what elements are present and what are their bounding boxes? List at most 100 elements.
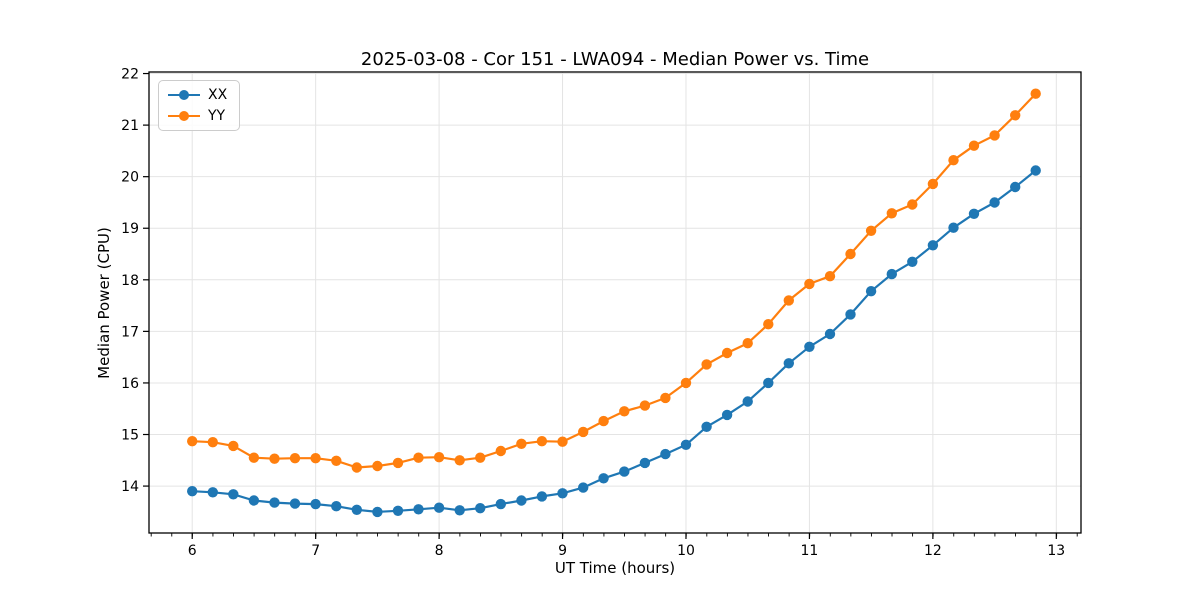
- data-point-yy: [475, 452, 486, 463]
- data-point-yy: [783, 295, 794, 306]
- x-tick-label: 13: [1047, 543, 1065, 559]
- data-point-xx: [763, 377, 774, 389]
- data-point-yy: [968, 140, 980, 151]
- data-point-xx: [783, 358, 794, 369]
- data-point-yy: [207, 437, 218, 448]
- yy-line-marker-swatch: [168, 110, 200, 122]
- chart-title: 2025-03-08 - Cor 151 - LWA094 - Median P…: [360, 49, 870, 70]
- data-point-yy: [763, 319, 774, 330]
- data-point-yy: [927, 178, 939, 190]
- data-point-xx: [845, 309, 856, 320]
- data-point-xx: [1030, 165, 1041, 176]
- x-tick-label: 7: [311, 543, 320, 559]
- data-point-xx: [433, 502, 445, 513]
- data-point-yy: [433, 452, 445, 463]
- data-point-yy: [495, 445, 506, 457]
- data-point-yy: [351, 462, 362, 473]
- data-point-xx: [331, 501, 342, 512]
- data-point-xx: [248, 495, 260, 506]
- data-point-xx: [578, 482, 589, 493]
- data-point-xx: [351, 504, 362, 515]
- x-tick-label: 11: [801, 543, 819, 559]
- data-point-yy: [310, 453, 321, 464]
- data-point-xx: [1010, 181, 1021, 193]
- data-point-yy: [701, 359, 712, 370]
- data-point-xx: [557, 488, 568, 499]
- x-tick-label: 9: [558, 543, 567, 559]
- data-point-xx: [948, 222, 959, 233]
- y-axis-label: Median Power (CPU): [95, 227, 113, 379]
- y-tick-label: 17: [121, 324, 139, 340]
- data-point-xx: [454, 505, 465, 516]
- data-point-yy: [187, 436, 198, 447]
- data-point-xx: [824, 328, 836, 340]
- data-point-yy: [578, 426, 589, 438]
- data-point-yy: [331, 455, 342, 466]
- data-point-xx: [289, 498, 301, 509]
- xx-line-marker-swatch: [168, 89, 200, 101]
- data-point-xx: [619, 466, 630, 477]
- data-point-xx: [660, 448, 671, 460]
- data-point-yy: [639, 400, 651, 411]
- data-point-yy: [845, 248, 856, 260]
- data-point-yy: [907, 199, 918, 210]
- data-point-xx: [392, 505, 404, 516]
- data-point-xx: [516, 495, 527, 506]
- data-point-yy: [721, 347, 733, 359]
- x-axis-label: UT Time (hours): [554, 559, 676, 577]
- data-point-yy: [454, 455, 465, 466]
- data-point-xx: [310, 498, 321, 510]
- data-point-yy: [536, 436, 548, 447]
- data-point-yy: [392, 457, 404, 469]
- data-point-yy: [557, 436, 568, 447]
- data-point-xx: [680, 439, 692, 450]
- data-point-xx: [907, 256, 918, 267]
- x-tick-label: 12: [924, 543, 942, 559]
- data-point-xx: [865, 286, 877, 297]
- data-point-xx: [228, 489, 239, 500]
- data-point-yy: [824, 271, 836, 282]
- data-point-xx: [475, 503, 486, 514]
- plot-frame: [148, 71, 1082, 534]
- data-point-yy: [619, 406, 630, 417]
- data-point-yy: [228, 440, 239, 452]
- data-point-xx: [598, 473, 609, 484]
- y-tick-label: 18: [121, 273, 139, 289]
- data-point-yy: [1030, 88, 1041, 99]
- data-point-yy: [660, 392, 671, 404]
- y-tick-label: 21: [121, 118, 139, 134]
- data-point-yy: [413, 452, 424, 463]
- data-point-xx: [886, 268, 897, 280]
- data-point-yy: [248, 452, 260, 463]
- data-point-yy: [804, 278, 815, 290]
- data-point-xx: [207, 487, 218, 498]
- data-point-yy: [289, 453, 301, 464]
- data-point-yy: [886, 208, 897, 219]
- x-tick-label: 8: [435, 543, 444, 559]
- data-point-xx: [187, 486, 198, 497]
- legend: XX YY: [158, 80, 241, 131]
- y-tick-label: 22: [121, 67, 139, 83]
- y-tick-label: 19: [121, 221, 139, 237]
- yy-legend-dot-icon: [179, 111, 189, 121]
- data-point-xx: [927, 240, 939, 251]
- data-point-xx: [721, 409, 733, 421]
- xx-legend-dot-icon: [179, 90, 189, 100]
- y-tick-label: 20: [121, 170, 139, 186]
- data-point-xx: [536, 491, 548, 502]
- data-point-xx: [968, 208, 980, 219]
- data-point-yy: [680, 377, 692, 389]
- x-tick-label: 10: [677, 543, 695, 559]
- data-point-xx: [495, 498, 506, 510]
- legend-item-xx: XX: [168, 86, 227, 104]
- data-point-yy: [948, 155, 959, 166]
- series-line-yy: [192, 92, 1037, 469]
- data-point-xx: [804, 341, 815, 352]
- data-point-yy: [516, 438, 527, 449]
- data-point-yy: [269, 453, 280, 464]
- data-point-xx: [269, 497, 280, 508]
- data-point-xx: [701, 421, 712, 432]
- legend-label-yy: YY: [208, 108, 226, 124]
- data-point-xx: [742, 396, 753, 407]
